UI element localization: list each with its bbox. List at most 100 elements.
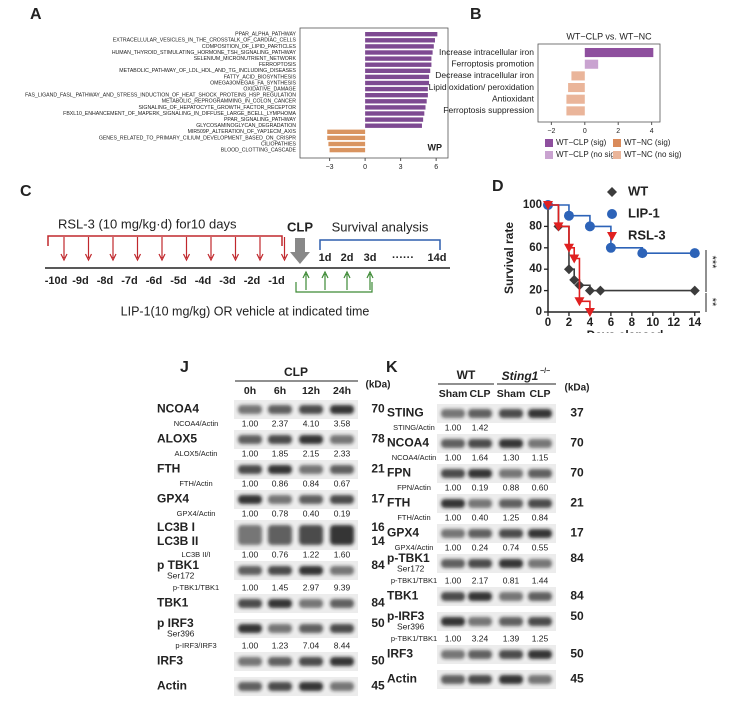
day-label: -1d bbox=[268, 275, 285, 287]
blot-band bbox=[299, 435, 323, 444]
protein-label: Actin bbox=[157, 679, 187, 693]
ratio-value: 8.44 bbox=[334, 640, 351, 650]
kda-label: 84 bbox=[570, 589, 584, 603]
blot-band bbox=[299, 657, 323, 666]
category-label: PPAR_SIGNALING_PATHWAY bbox=[224, 117, 297, 123]
marker bbox=[563, 210, 574, 221]
y-tick-label: 20 bbox=[529, 285, 542, 297]
blot-band bbox=[268, 435, 292, 444]
blot-band bbox=[330, 566, 354, 575]
y-tick-label: 60 bbox=[529, 242, 542, 254]
blot-strip bbox=[437, 554, 556, 573]
site-label: Ser396 bbox=[397, 621, 425, 631]
ratio-value: 1.00 bbox=[242, 478, 259, 488]
y-tick-label: 0 bbox=[536, 306, 542, 318]
kda-label: 50 bbox=[371, 654, 385, 668]
blot-band bbox=[528, 439, 552, 448]
blot-band bbox=[441, 469, 465, 478]
blot-band bbox=[499, 499, 523, 508]
kda-label: 84 bbox=[371, 558, 385, 572]
bar bbox=[568, 83, 585, 93]
ratio-value: 0.88 bbox=[503, 482, 520, 492]
blot-strip bbox=[234, 677, 358, 696]
blot-band bbox=[330, 624, 354, 633]
category-label: SIGNALING_OF_HEPATOCYTE_GROWTH_FACTOR_RE… bbox=[139, 105, 297, 111]
ratio-value: 1.00 bbox=[445, 512, 462, 522]
blot-band bbox=[441, 439, 465, 448]
group-label: Sting1 bbox=[502, 369, 539, 383]
legend-label: WT bbox=[628, 183, 648, 198]
x-tick-label: 6 bbox=[434, 164, 438, 171]
category-label: HUMAN_THYROID_STIMULATING_HORMONE_TSH_SI… bbox=[112, 50, 297, 56]
blot-band bbox=[468, 529, 492, 538]
bar bbox=[566, 106, 585, 116]
ratio-value: 0.78 bbox=[272, 508, 289, 518]
ratio-value: 1.85 bbox=[272, 448, 289, 458]
ratio-value: 1.25 bbox=[503, 512, 520, 522]
annotation: WP bbox=[428, 142, 443, 152]
ratio-value: 0.74 bbox=[503, 542, 520, 552]
ratio-label: LC3B II/I bbox=[181, 550, 210, 559]
protein-label: STING bbox=[387, 406, 424, 420]
protein-label: FTH bbox=[157, 462, 180, 476]
lane-label: CLP bbox=[470, 388, 491, 400]
unit-label: (kDa) bbox=[365, 380, 390, 391]
blot-band bbox=[499, 617, 523, 626]
category-label: Ferroptosis promotion bbox=[451, 58, 534, 68]
site-label: Ser172 bbox=[397, 563, 425, 573]
x-tick-label: 2 bbox=[566, 317, 572, 329]
day-label: -5d bbox=[170, 275, 187, 287]
category-label: Lipid oxidation/ peroxidation bbox=[429, 82, 535, 92]
blot-band bbox=[330, 405, 354, 414]
ratio-value: 1.00 bbox=[242, 640, 259, 650]
x-tick-label: 10 bbox=[646, 317, 659, 329]
kda-label: 70 bbox=[570, 466, 584, 480]
ratio-value: 0.86 bbox=[272, 478, 289, 488]
bar bbox=[365, 86, 428, 92]
blot-band bbox=[528, 469, 552, 478]
ratio-label: p-TBK1/TBK1 bbox=[173, 583, 219, 592]
bar bbox=[571, 71, 585, 81]
lane-label: Sham bbox=[439, 388, 468, 400]
blot-band bbox=[238, 405, 262, 414]
legend-label: WT−NC (sig) bbox=[624, 138, 671, 147]
protein-label: p-IRF3 bbox=[387, 609, 425, 623]
marker bbox=[553, 222, 564, 232]
arrow bbox=[207, 237, 215, 262]
ratio-value: 0.84 bbox=[303, 478, 320, 488]
protein-label: GPX4 bbox=[157, 492, 189, 506]
marker bbox=[607, 209, 617, 219]
ratio-value: 1.00 bbox=[445, 422, 462, 432]
ratio-value: 1.00 bbox=[242, 508, 259, 518]
legend-swatch bbox=[613, 139, 621, 147]
arrow bbox=[343, 270, 351, 290]
protein-label: FTH bbox=[387, 496, 410, 510]
blot-strip bbox=[234, 652, 358, 671]
ratio-value: 1.42 bbox=[472, 422, 489, 432]
category-label: SELENIUM_MICRONUTRIENT_NETWORK bbox=[194, 56, 297, 62]
protein-label: NCOA4 bbox=[157, 402, 199, 416]
blot-band bbox=[268, 624, 292, 633]
day-label: -6d bbox=[146, 275, 163, 287]
blot-band bbox=[299, 566, 323, 575]
kda-label: 45 bbox=[371, 679, 385, 693]
arrow bbox=[182, 237, 191, 262]
ratio-label: p-TBK1/TBK1 bbox=[391, 634, 437, 643]
site-label: Ser396 bbox=[167, 628, 195, 638]
day-label: -10d bbox=[45, 275, 68, 287]
marker bbox=[574, 297, 585, 307]
marker bbox=[563, 243, 574, 253]
chart-title: WT−CLP vs. WT−NC bbox=[566, 31, 652, 41]
kda-label: 17 bbox=[371, 492, 385, 506]
kda-label: 84 bbox=[371, 596, 385, 610]
legend-label: RSL-3 bbox=[628, 227, 666, 242]
ratio-label: NCOA4/Actin bbox=[392, 453, 437, 462]
kda-label: 70 bbox=[570, 436, 584, 450]
kda-label: 14 bbox=[371, 534, 385, 548]
marker bbox=[584, 285, 595, 296]
blot-band bbox=[499, 529, 523, 538]
ratio-value: 1.00 bbox=[242, 418, 259, 428]
panel-label: K bbox=[386, 359, 398, 376]
bar bbox=[327, 129, 366, 134]
ratio-label: GPX4/Actin bbox=[395, 543, 434, 552]
